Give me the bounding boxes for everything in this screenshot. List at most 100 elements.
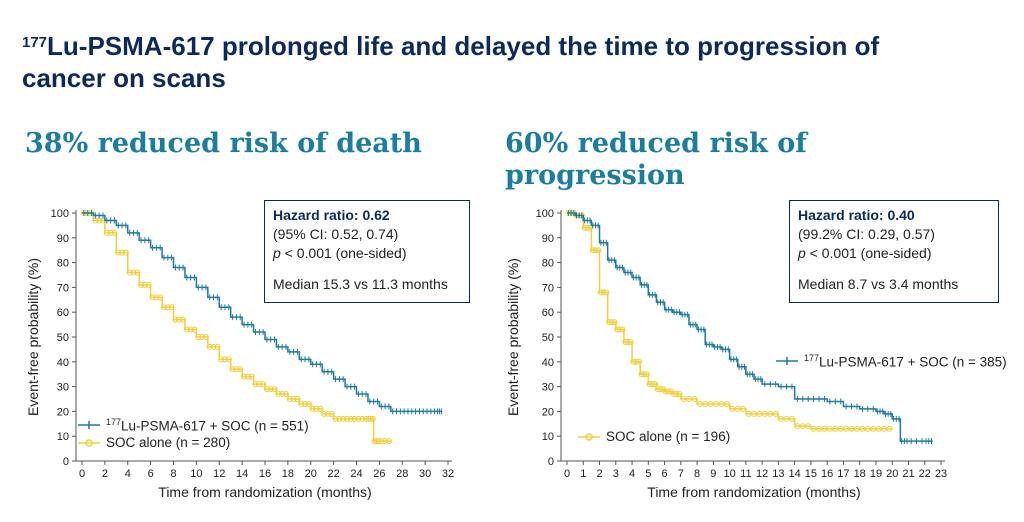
x-tick-label: 10 (190, 468, 202, 480)
ci-line: (99.2% CI: 0.29, 0.57) (798, 226, 935, 242)
x-tick-label: 19 (870, 468, 882, 480)
censor-mark (183, 326, 190, 333)
censor-mark (611, 319, 618, 326)
y-axis-label: Event-free probability (%) (25, 258, 41, 416)
x-tick-label: 0 (79, 468, 85, 480)
y-tick-label: 60 (542, 307, 554, 319)
censor-mark (633, 358, 640, 365)
y-tick-label: 70 (57, 282, 69, 294)
censor-mark (608, 319, 615, 326)
censor-mark (237, 366, 244, 373)
censor-mark (627, 338, 634, 345)
series-line-lu-psma (82, 212, 443, 413)
censor-mark (584, 224, 591, 231)
censor-mark (195, 334, 202, 340)
x-tick-label: 2 (102, 468, 108, 480)
x-tick-label: 11 (740, 468, 751, 480)
median-line: Median 15.3 vs 11.3 months (273, 276, 448, 292)
censor-mark (145, 281, 152, 288)
censor-mark (324, 410, 331, 417)
censor-marks-lu-psma (83, 210, 442, 415)
x-axis-label: Time from randomization (months) (158, 484, 371, 500)
y-tick-label: 40 (542, 357, 554, 369)
x-axis-label: Time from randomization (months) (647, 484, 860, 500)
censor-mark (788, 415, 795, 422)
censor-mark (153, 294, 160, 301)
median-line: Median 8.7 vs 3.4 months (798, 276, 959, 292)
x-tick-label: 18 (282, 468, 294, 480)
censor-mark (168, 304, 175, 311)
censor-mark (365, 415, 372, 422)
censor-mark (652, 381, 659, 388)
censor-mark (241, 373, 248, 380)
censor-mark (202, 334, 209, 340)
x-tick-label: 10 (723, 468, 735, 480)
censor-mark (130, 269, 137, 276)
censor-mark (267, 386, 274, 393)
x-tick-label: 14 (789, 468, 801, 480)
censor-mark (199, 334, 206, 340)
x-tick-label: 24 (350, 468, 362, 480)
censor-mark (691, 396, 698, 402)
subheading-death: 38% reduced risk of death (25, 128, 422, 159)
x-tick-label: 4 (629, 468, 635, 480)
legend-entry-soc-pfs: SOC alone (n = 196) (578, 429, 730, 444)
censor-mark (149, 294, 156, 301)
y-tick-label: 20 (57, 406, 69, 418)
censor-mark (317, 405, 324, 412)
x-tick-label: 15 (805, 468, 817, 480)
y-tick-label: 30 (57, 382, 69, 394)
censor-marks-soc (80, 210, 392, 445)
censor-mark (375, 438, 382, 445)
x-tick-label: 21 (902, 468, 914, 480)
censor-mark (772, 410, 779, 417)
censor-mark (359, 415, 366, 422)
censor-mark (122, 249, 129, 256)
x-tick-label: 1 (580, 468, 586, 480)
censor-mark (600, 289, 607, 296)
censor-mark (369, 415, 376, 422)
x-tick-label: 5 (645, 468, 651, 480)
censor-mark (180, 316, 187, 323)
censor-mark (624, 338, 631, 345)
x-tick-label: 16 (259, 468, 271, 480)
censor-mark (347, 415, 354, 422)
x-tick-label: 20 (305, 468, 317, 480)
x-tick-label: 20 (886, 468, 898, 480)
censor-mark (740, 405, 747, 412)
censor-mark (260, 381, 267, 388)
censor-mark (343, 415, 350, 422)
censor-mark (313, 405, 320, 412)
censor-mark (290, 396, 297, 402)
censor-mark (676, 391, 683, 398)
x-tick-label: 17 (837, 468, 849, 480)
censor-mark (160, 304, 167, 311)
censor-mark (248, 373, 255, 380)
censor-mark (164, 304, 171, 311)
censor-mark (309, 405, 316, 412)
censor-mark (221, 356, 228, 363)
censor-mark (279, 391, 286, 398)
censor-mark (138, 281, 145, 288)
censor-mark (298, 400, 305, 407)
x-tick-label: 16 (821, 468, 833, 480)
x-tick-label: 9 (710, 468, 716, 480)
censor-mark (328, 410, 335, 417)
x-tick-label: 12 (213, 468, 225, 480)
censor-mark (385, 438, 392, 445)
censor-mark (286, 396, 293, 402)
legend-line-marker (78, 438, 100, 447)
censor-mark (305, 400, 312, 407)
x-tick-label: 4 (125, 468, 131, 480)
censor-mark (321, 410, 328, 417)
censor-mark (665, 388, 672, 395)
censor-marks-lu-psma (567, 210, 933, 445)
y-tick-label: 20 (542, 406, 554, 418)
censor-mark (271, 386, 278, 393)
y-tick-label: 80 (542, 258, 554, 270)
censor-mark (282, 391, 289, 398)
censor-mark (176, 316, 183, 323)
x-tick-label: 8 (170, 468, 176, 480)
